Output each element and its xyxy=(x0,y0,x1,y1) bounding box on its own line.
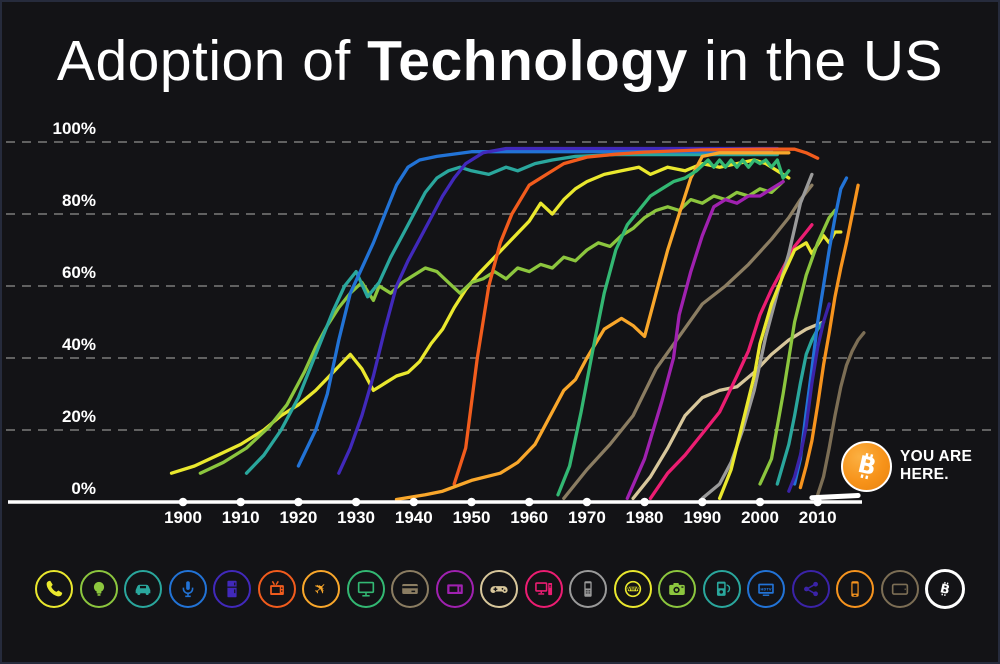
color-tv-icon xyxy=(346,570,385,608)
x-tick-dot-1960 xyxy=(524,497,534,507)
series-line-radio xyxy=(296,150,774,468)
series-line-cell-phone xyxy=(700,172,814,501)
x-tick-dot-1990 xyxy=(698,497,707,507)
series-line-smartphone xyxy=(798,183,860,490)
x-tick-label-1980: 1980 xyxy=(625,508,664,527)
x-tick-dot-1920 xyxy=(294,497,303,507)
x-tick-label-2010: 2010 xyxy=(798,508,837,527)
x-tick-dot-1970 xyxy=(582,497,592,507)
title-part-2: Technology xyxy=(367,29,688,93)
series-line-bitcoin xyxy=(809,493,861,501)
mp3-player-icon xyxy=(702,570,741,608)
title-part-3: in the US xyxy=(687,29,944,93)
credit-card-icon xyxy=(391,570,429,608)
x-tick-label-1950: 1950 xyxy=(452,508,491,527)
x-tick-dot-2010 xyxy=(813,497,822,507)
gridline-80 xyxy=(6,213,994,215)
series-line-telephone xyxy=(169,158,791,475)
y-tick-label-0: 0% xyxy=(71,479,96,498)
you-are-here-badge: B YOU ARE HERE. xyxy=(841,438,991,494)
page-title: Adoption of Technology in the US xyxy=(0,30,1000,93)
cell-phone-icon xyxy=(569,570,607,608)
gridline-20 xyxy=(6,429,994,431)
refrigerator-icon xyxy=(213,570,251,608)
x-tick-dot-1900 xyxy=(178,497,188,507)
series-line-refrigerator xyxy=(337,146,779,475)
www-icon: WWW xyxy=(613,570,652,608)
series-line-microwave xyxy=(625,179,785,501)
x-tick-dot-1940 xyxy=(409,497,419,507)
x-tick-label-1910: 1910 xyxy=(221,508,260,527)
x-tick-dot-2000 xyxy=(755,497,765,507)
telephone-icon xyxy=(35,570,73,608)
svg-text:B: B xyxy=(939,581,951,597)
camera-icon xyxy=(658,570,696,608)
x-tick-label-1920: 1920 xyxy=(279,508,318,527)
series-line-computer xyxy=(648,223,814,501)
x-tick-label-1940: 1940 xyxy=(394,508,433,527)
gridline-60 xyxy=(6,285,994,287)
x-tick-label-2000: 2000 xyxy=(741,508,779,527)
x-tick-label-1900: 1900 xyxy=(164,508,202,527)
microwave-icon xyxy=(435,570,474,608)
gridline-40 xyxy=(6,357,994,359)
series-line-tablet xyxy=(816,331,866,497)
x-tick-dot-1930 xyxy=(351,497,361,507)
computer-icon xyxy=(524,570,563,608)
smartphone-icon xyxy=(836,570,874,608)
bitcoin-icon: B xyxy=(925,569,965,609)
series-line-electricity xyxy=(198,179,785,475)
x-tick-dot-1980 xyxy=(640,497,649,507)
x-tick-dot-1910 xyxy=(236,497,245,507)
you-are-here-line2: HERE. xyxy=(900,466,949,483)
y-tick-label-60: 60% xyxy=(61,263,96,282)
series-line-air-travel xyxy=(394,151,791,502)
y-tick-label-80: 80% xyxy=(61,191,96,210)
series-line-automobile xyxy=(244,152,779,475)
you-are-here-line1: YOU ARE xyxy=(900,448,973,466)
series-line-internet xyxy=(717,230,843,501)
x-tick-label-1930: 1930 xyxy=(337,508,375,527)
airplane-icon: ✈ xyxy=(302,570,340,608)
gamepad-icon xyxy=(480,570,518,608)
x-tick-label-1970: 1970 xyxy=(567,508,606,527)
tv-icon xyxy=(257,570,296,608)
svg-text:B: B xyxy=(855,450,879,481)
car-icon xyxy=(124,570,162,608)
you-are-here-label: YOU ARE HERE. xyxy=(900,448,972,484)
tablet-icon xyxy=(880,570,919,608)
title-part-1: Adoption of xyxy=(56,29,368,93)
share-icon xyxy=(791,570,830,608)
bitcoin-icon: B xyxy=(841,440,892,492)
x-tick-label-1960: 1960 xyxy=(510,508,549,527)
series-line-credit-card xyxy=(562,183,814,501)
radio-icon xyxy=(168,570,207,608)
x-tick-label-1990: 1990 xyxy=(683,508,722,527)
series-line-digital-camera xyxy=(758,208,837,486)
hdtv-icon: HDTV xyxy=(747,570,785,608)
svg-text:HDTV: HDTV xyxy=(760,587,771,591)
gridline-100 xyxy=(6,141,994,143)
svg-text:✈: ✈ xyxy=(310,578,332,600)
y-tick-label-20: 20% xyxy=(61,407,96,426)
series-line-social-media xyxy=(787,302,831,493)
y-tick-label-40: 40% xyxy=(61,335,96,354)
electricity-icon xyxy=(79,570,118,608)
technology-icon-row: ✈ WWW HDTV B xyxy=(35,569,965,609)
series-line-color-tv xyxy=(556,158,791,497)
series-line-television xyxy=(452,147,820,486)
x-tick-dot-1950 xyxy=(467,497,476,507)
svg-text:WWW: WWW xyxy=(626,586,640,591)
y-tick-label-100: 100% xyxy=(52,119,96,138)
